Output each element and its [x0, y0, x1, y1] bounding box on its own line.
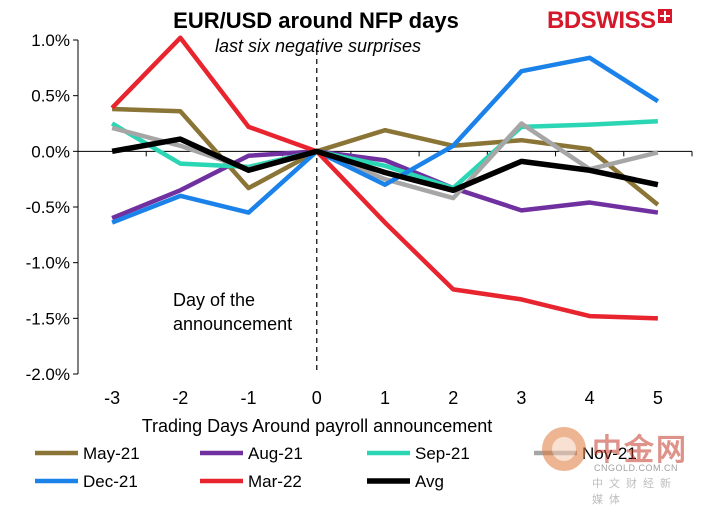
announcement-label-line1: Day of the	[173, 290, 255, 310]
x-tick-label: 4	[585, 388, 595, 408]
x-tick-label: 1	[380, 388, 390, 408]
brand-bd-text: BD	[547, 7, 581, 34]
y-tick-label: 1.0%	[31, 31, 70, 50]
legend-label-sep-21: Sep-21	[415, 444, 470, 463]
watermark-sub: 中文财经新媒体	[592, 477, 677, 506]
series-line-aug-21	[111, 149, 659, 221]
series-line-avg	[111, 136, 659, 194]
x-tick-label: -1	[241, 388, 257, 408]
x-tick-label: 2	[448, 388, 458, 408]
y-tick-label: -0.5%	[26, 198, 70, 217]
legend-label-aug-21: Aug-21	[248, 444, 303, 463]
legend-label-mar-22: Mar-22	[248, 472, 302, 491]
legend-label-nov-21: Nov-21	[582, 444, 637, 463]
chart-subtitle: last six negative surprises	[215, 36, 421, 56]
series-line-sep-21	[110, 119, 658, 191]
watermark-url: CNGOLD.COM.CN	[594, 463, 679, 473]
watermark-cn-text: 中金网	[592, 433, 688, 468]
series-line-mar-22	[110, 35, 658, 321]
legend-label-dec-21: Dec-21	[83, 472, 138, 491]
x-tick-label: -2	[172, 388, 188, 408]
x-tick-label: 0	[312, 388, 322, 408]
legend-label-may-21: May-21	[83, 444, 140, 463]
brand-swiss-text: SWISS	[580, 7, 656, 34]
series-line-dec-21	[111, 55, 660, 225]
series-line-nov-21	[111, 121, 659, 201]
cngold-logo-icon	[542, 427, 586, 471]
series-layer	[110, 35, 660, 321]
y-tick-label: -2.0%	[26, 365, 70, 384]
chart-title: EUR/USD around NFP days	[173, 8, 459, 33]
cngold-watermark: 中金网 CNGOLD.COM.CN 中文财经新媒体	[542, 425, 692, 506]
bdswiss-logo: BD SWISS	[547, 6, 672, 36]
x-tick-label: -3	[104, 388, 120, 408]
y-tick-label: -1.0%	[26, 254, 70, 273]
y-tick-label: 0.5%	[31, 87, 70, 106]
y-tick-label: 0.0%	[31, 142, 70, 161]
swiss-cross-icon	[657, 9, 672, 23]
x-axis-title: Trading Days Around payroll announcement	[142, 416, 493, 436]
legend-label-avg: Avg	[415, 472, 444, 491]
announcement-label-line2: announcement	[173, 314, 292, 334]
y-tick-label: -1.5%	[26, 309, 70, 328]
series-line-may-21	[112, 106, 660, 207]
y-axis: 1.0% 0.5% 0.0% -0.5% -1.0% -1.5% -2.0%	[26, 31, 79, 384]
x-tick-label: 5	[653, 388, 663, 408]
x-tick-label: 3	[516, 388, 526, 408]
x-axis: -3 -2 -1 0 1 2 3 4 5	[77, 150, 693, 408]
legend: May-21 Aug-21 Sep-21 Nov-21 Dec-21 Mar-22 Avg	[35, 444, 637, 491]
